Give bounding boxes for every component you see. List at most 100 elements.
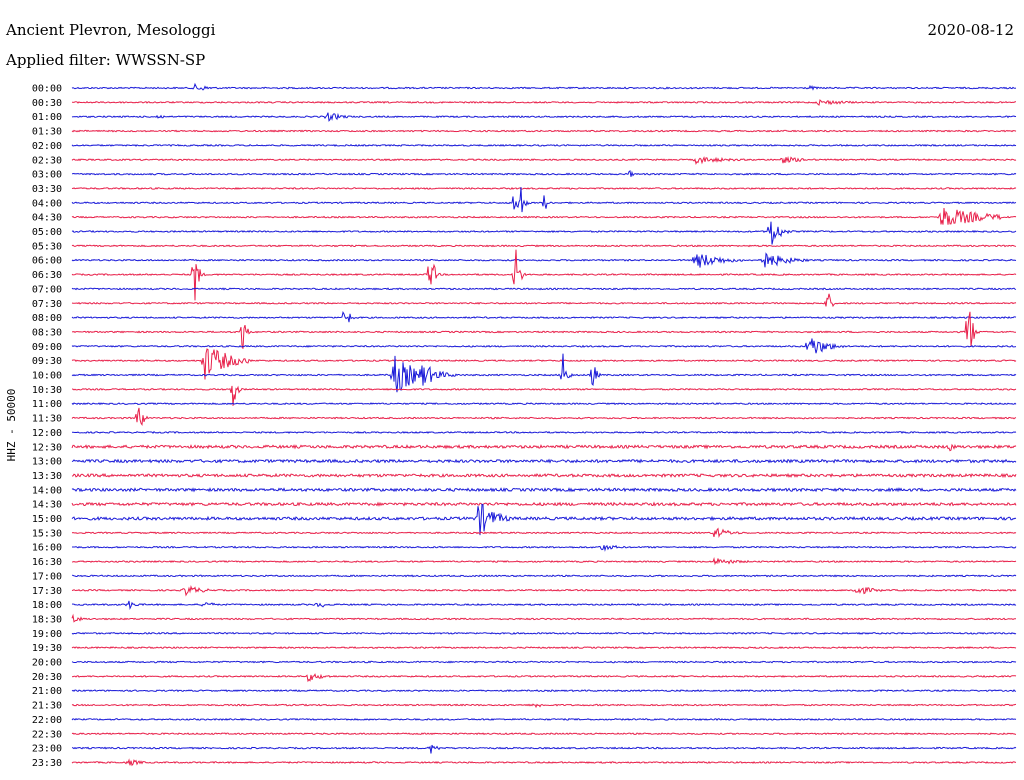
trace-line (71, 631, 1017, 635)
time-tick-label: 13:30 (32, 471, 62, 482)
time-tick-label: 01:00 (32, 112, 62, 123)
trace-line (71, 744, 1017, 754)
trace-line (71, 186, 1017, 190)
trace-line (71, 99, 1016, 106)
trace-line (71, 187, 1017, 213)
record-date: 2020-08-12 (927, 21, 1014, 39)
time-tick-label: 22:30 (32, 729, 62, 740)
trace-line (71, 458, 1017, 464)
time-tick-label: 20:30 (32, 672, 62, 683)
trace-line (71, 287, 1017, 291)
time-tick-label: 15:30 (32, 528, 62, 539)
time-tick-label: 12:00 (32, 428, 62, 439)
time-tick-label: 09:00 (32, 342, 62, 353)
channel-label: HHZ - 50000 (5, 389, 18, 462)
trace-line (71, 310, 1017, 323)
time-tick-label: 21:30 (32, 701, 62, 712)
trace-line (71, 430, 1017, 434)
time-tick-label: 17:00 (32, 571, 62, 582)
time-tick-label: 03:30 (32, 184, 62, 195)
time-tick-label: 11:30 (32, 414, 62, 425)
trace-line (71, 501, 1017, 507)
time-tick-label: 21:00 (32, 686, 62, 697)
trace-line (71, 252, 1017, 268)
time-tick-label: 16:00 (32, 543, 62, 554)
time-tick-label: 06:30 (32, 270, 62, 281)
time-tick-label: 00:00 (32, 84, 62, 95)
time-tick-label: 19:30 (32, 643, 62, 654)
trace-line (71, 249, 1017, 301)
time-tick-label: 03:00 (32, 170, 62, 181)
time-tick-label: 18:00 (32, 600, 62, 611)
time-tick-label: 08:30 (32, 327, 62, 338)
trace-line (71, 557, 1017, 566)
trace-line (71, 574, 1017, 578)
time-tick-label: 22:00 (32, 715, 62, 726)
time-tick-label: 07:00 (32, 284, 62, 295)
trace-line (71, 155, 1017, 166)
trace-line (71, 385, 1017, 406)
trace-line (71, 407, 1017, 426)
trace-line (72, 544, 1017, 552)
time-tick-label: 10:30 (32, 385, 62, 396)
time-tick-label: 23:30 (32, 758, 62, 769)
trace-line (71, 703, 1017, 709)
time-tick-label: 19:00 (32, 629, 62, 640)
trace-line (71, 613, 1017, 623)
trace-line (71, 487, 1017, 493)
station-name: Ancient Plevron, Mesologgi (6, 21, 216, 39)
trace-line (71, 311, 1016, 349)
time-tick-label: 16:30 (32, 557, 62, 568)
trace-line (71, 584, 1017, 597)
trace-line (71, 244, 1017, 248)
trace-line (71, 129, 1017, 133)
trace-line (71, 207, 1017, 225)
trace-line (71, 402, 1017, 406)
time-tick-label: 15:00 (32, 514, 62, 525)
trace-line (71, 503, 1017, 536)
time-tick-label: 10:00 (32, 371, 62, 382)
trace-line (71, 472, 1017, 479)
trace-line (71, 527, 1017, 539)
time-tick-label: 05:30 (32, 241, 62, 252)
trace-line (71, 689, 1017, 693)
time-tick-label: 01:30 (32, 127, 62, 138)
trace-line (71, 338, 1017, 354)
time-tick-label: 05:00 (32, 227, 62, 238)
time-tick-label: 12:30 (32, 442, 62, 453)
trace-line (71, 293, 1017, 308)
time-tick-label: 02:30 (32, 155, 62, 166)
trace-line (71, 646, 1017, 650)
trace-line (71, 348, 1017, 380)
time-tick-label: 04:00 (32, 198, 62, 209)
trace-line (71, 717, 1017, 721)
time-tick-label: 04:30 (32, 213, 62, 224)
time-tick-label: 11:00 (32, 399, 62, 410)
time-tick-label: 14:00 (32, 485, 62, 496)
trace-line (71, 660, 1017, 664)
time-tick-label: 09:30 (32, 356, 62, 367)
time-tick-label: 06:00 (32, 256, 62, 267)
trace-line (71, 600, 1017, 610)
trace-line (71, 112, 1017, 122)
trace-line (71, 169, 1017, 177)
time-tick-label: 07:30 (32, 299, 62, 310)
trace-line (71, 82, 1017, 91)
time-tick-label: 17:30 (32, 586, 62, 597)
trace-line (71, 143, 1017, 147)
time-tick-label: 00:30 (32, 98, 62, 109)
time-tick-label: 18:30 (32, 614, 62, 625)
time-tick-label: 13:00 (32, 457, 62, 468)
trace-line (71, 353, 1017, 393)
time-tick-label: 14:30 (32, 500, 62, 511)
time-tick-label: 08:00 (32, 313, 62, 324)
trace-line (71, 673, 1017, 683)
time-tick-label: 20:00 (32, 658, 62, 669)
trace-line (71, 221, 1017, 245)
time-tick-label: 23:00 (32, 744, 62, 755)
trace-line (71, 732, 1017, 736)
filter-label: Applied filter: WWSSN-SP (6, 51, 206, 69)
time-tick-label: 02:00 (32, 141, 62, 152)
